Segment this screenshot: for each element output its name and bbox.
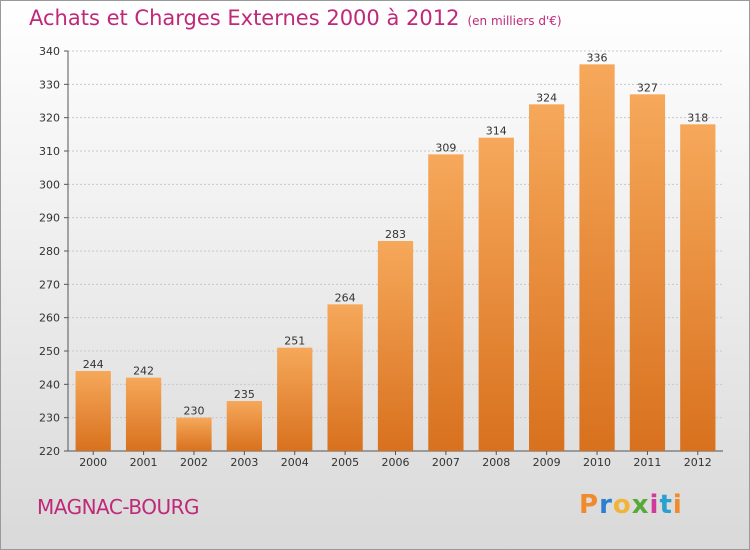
bar-2002 (176, 417, 212, 451)
y-tick-label: 270 (39, 278, 60, 291)
x-tick-label-2009: 2009 (533, 456, 561, 469)
y-tick-label: 240 (39, 378, 60, 391)
y-tick-label: 250 (39, 345, 60, 358)
data-label-2011: 327 (637, 81, 658, 94)
data-label-2007: 309 (435, 141, 456, 154)
data-label-2000: 244 (83, 358, 104, 371)
x-tick-label-2001: 2001 (130, 456, 158, 469)
data-label-2004: 251 (284, 335, 305, 348)
labels: 220 230 240 250 260 270 280 290 300 310 320 330 340 2… (39, 45, 712, 469)
bar-2004 (277, 347, 313, 451)
y-tick-label: 300 (39, 178, 60, 191)
x-tick-label-2006: 2006 (382, 456, 410, 469)
x-tick-label-2007: 2007 (432, 456, 460, 469)
bar-2007 (428, 154, 464, 452)
x-tick-label-2010: 2010 (583, 456, 611, 469)
x-tick-label-2000: 2000 (79, 456, 107, 469)
y-tick-label: 320 (39, 112, 60, 125)
y-tick-label: 220 (39, 445, 60, 458)
data-label-2008: 314 (486, 125, 507, 138)
bar-2001 (125, 377, 162, 451)
y-tick-label: 330 (39, 78, 60, 91)
bar-2006 (377, 241, 414, 451)
data-label-2009: 324 (536, 91, 557, 104)
chart-unit-label: (en milliers d'€) (467, 14, 562, 28)
x-tick-label-2004: 2004 (281, 456, 309, 469)
x-tick-label-2005: 2005 (331, 456, 359, 469)
bar-2005 (327, 304, 363, 451)
data-label-2012: 318 (687, 111, 708, 124)
x-tick-label-2012: 2012 (684, 456, 712, 469)
bar-2008 (478, 137, 514, 451)
data-label-2006: 283 (385, 228, 406, 241)
x-tick-label-2002: 2002 (180, 456, 208, 469)
bar-2000 (75, 371, 111, 451)
y-tick-label: 340 (39, 45, 60, 58)
x-tick-label-2011: 2011 (633, 456, 661, 469)
bar-2011 (629, 94, 666, 451)
bar-2010 (579, 64, 615, 452)
bars (75, 64, 716, 452)
y-tick-label: 280 (39, 245, 60, 258)
y-tick-label: 230 (39, 412, 60, 425)
chart-title-main: Achats et Charges Externes 2000 à 2012 (29, 6, 460, 30)
y-tick-label: 260 (39, 312, 60, 325)
chart-title: Achats et Charges Externes 2000 à 2012 (e… (29, 6, 562, 30)
data-label-2005: 264 (335, 291, 356, 304)
data-label-2002: 230 (183, 405, 204, 418)
data-label-2001: 242 (133, 365, 154, 378)
x-tick-label-2008: 2008 (482, 456, 510, 469)
bar-2009 (529, 104, 565, 451)
y-tick-label: 290 (39, 212, 60, 225)
bar-2003 (226, 401, 262, 451)
proxiti-logo: Proxiti (579, 490, 683, 520)
bar-2012 (680, 124, 716, 451)
data-label-2010: 336 (587, 51, 608, 64)
data-label-2003: 235 (234, 388, 255, 401)
commune-name: MAGNAC-BOURG (37, 495, 200, 519)
y-tick-label: 310 (39, 145, 60, 158)
x-tick-label-2003: 2003 (230, 456, 258, 469)
